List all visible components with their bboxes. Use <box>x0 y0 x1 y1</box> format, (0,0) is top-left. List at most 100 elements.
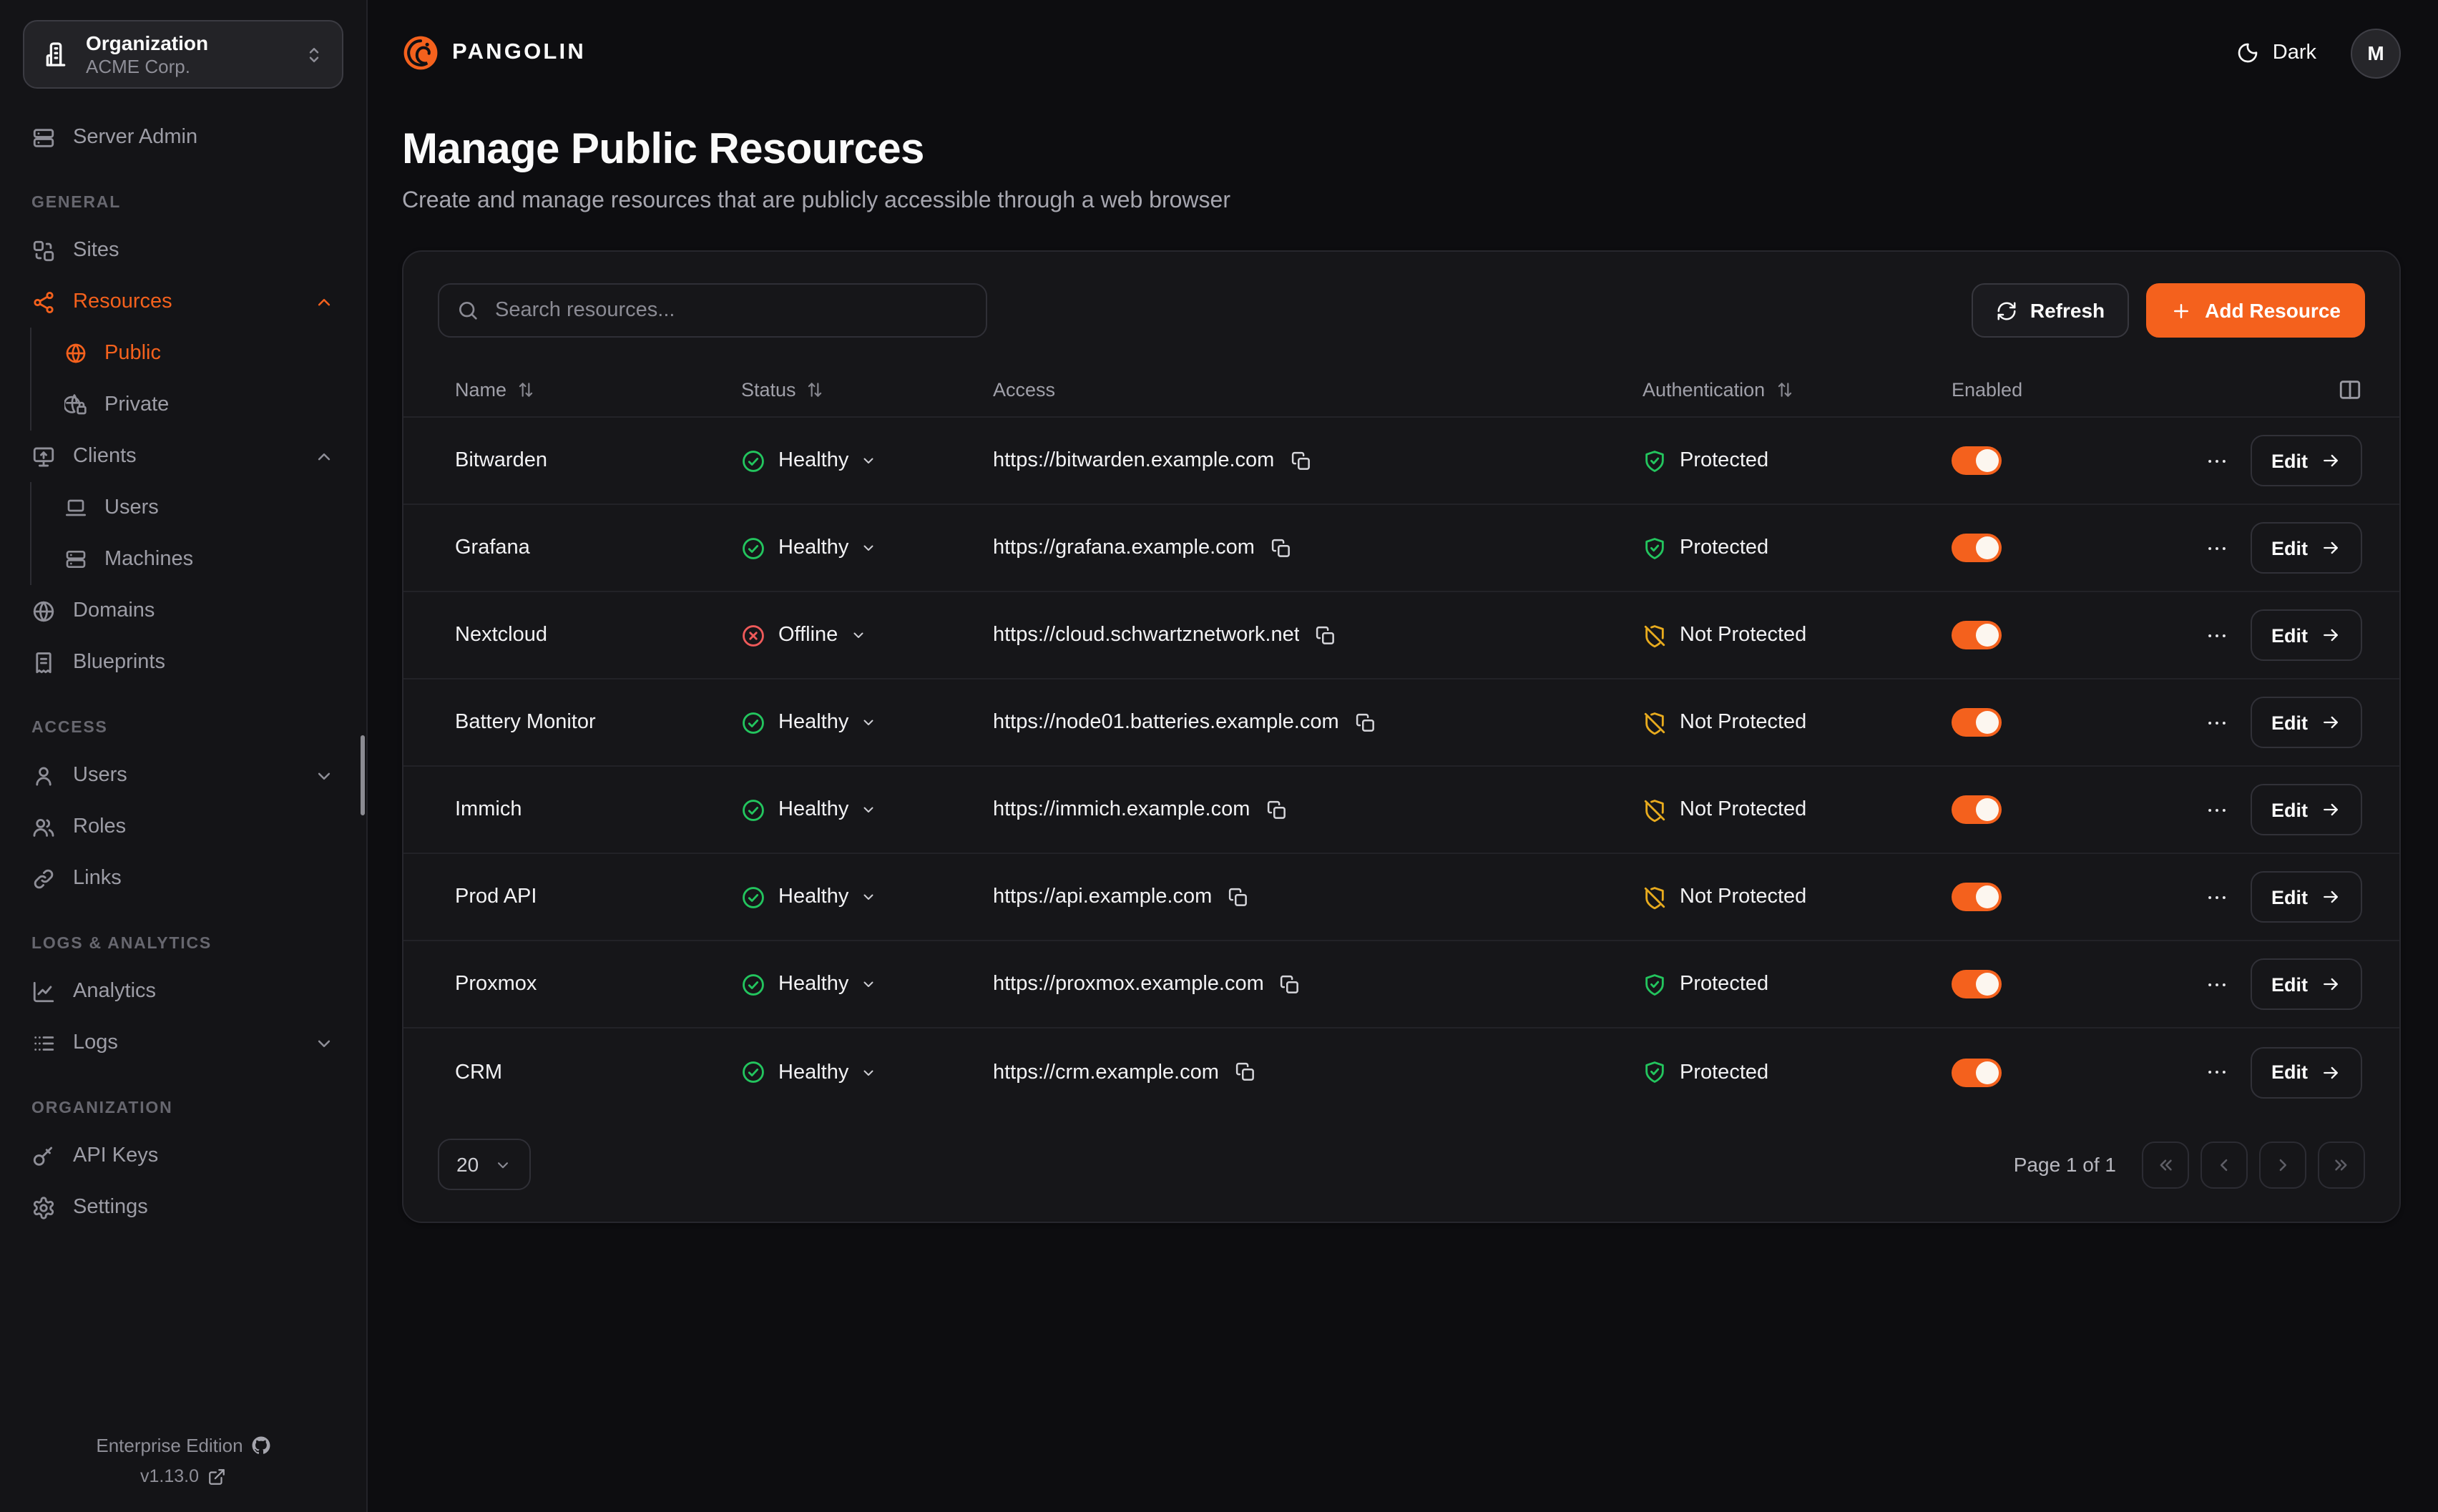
search-input[interactable] <box>492 298 969 323</box>
last-page-button[interactable] <box>2318 1141 2365 1188</box>
sidebar-scrollbar-thumb[interactable] <box>361 735 365 815</box>
sidebar-item-server-admin[interactable]: Server Admin <box>23 112 343 163</box>
status-dropdown[interactable]: Healthy <box>741 797 877 822</box>
chevron-down-icon <box>863 720 873 725</box>
edit-button[interactable]: Edit <box>2250 697 2362 748</box>
sidebar-item-links[interactable]: Links <box>23 853 343 904</box>
sidebar-item-clients[interactable]: Clients <box>23 431 343 482</box>
copy-url-button[interactable] <box>1355 712 1376 733</box>
sidebar-item-label: API Keys <box>73 1144 159 1167</box>
sidebar-item-logs[interactable]: Logs <box>23 1017 343 1069</box>
sidebar-item-roles[interactable]: Roles <box>23 801 343 853</box>
status-dropdown[interactable]: Healthy <box>741 536 877 560</box>
sidebar-item-sites[interactable]: Sites <box>23 225 343 276</box>
edit-button[interactable]: Edit <box>2250 958 2362 1010</box>
avatar[interactable]: M <box>2351 28 2401 78</box>
column-header-access: Access <box>993 379 1056 401</box>
enabled-toggle[interactable] <box>1952 534 2002 562</box>
resource-url: https://node01.batteries.example.com <box>993 711 1339 734</box>
page-info: Page 1 of 1 <box>2013 1153 2116 1176</box>
resource-url: https://crm.example.com <box>993 1061 1219 1084</box>
copy-url-button[interactable] <box>1265 799 1287 820</box>
theme-toggle-button[interactable]: Dark <box>2228 40 2325 66</box>
sidebar-item-api-keys[interactable]: API Keys <box>23 1130 343 1182</box>
enabled-toggle[interactable] <box>1952 970 2002 998</box>
enabled-toggle[interactable] <box>1952 621 2002 649</box>
chevron-up-icon <box>318 298 331 305</box>
edit-button[interactable]: Edit <box>2250 871 2362 923</box>
resource-url: https://immich.example.com <box>993 798 1250 821</box>
copy-url-button[interactable] <box>1316 624 1337 646</box>
chevrons-right-icon <box>2335 1159 2347 1170</box>
sidebar-item-resources-public[interactable]: Public <box>56 328 343 379</box>
enabled-toggle[interactable] <box>1952 883 2002 911</box>
edit-button[interactable]: Edit <box>2250 1046 2362 1098</box>
copy-url-button[interactable] <box>1235 1061 1256 1083</box>
copy-icon <box>1235 1062 1254 1081</box>
sidebar-item-analytics[interactable]: Analytics <box>23 966 343 1017</box>
edit-button[interactable]: Edit <box>2250 435 2362 486</box>
row-menu-button[interactable] <box>2204 885 2228 909</box>
next-page-button[interactable] <box>2259 1141 2306 1188</box>
sidebar-item-label: Public <box>104 342 161 365</box>
copy-url-button[interactable] <box>1280 973 1301 995</box>
status-dropdown[interactable]: Healthy <box>741 710 877 735</box>
row-menu-button[interactable] <box>2204 972 2228 996</box>
users-icon <box>33 818 54 836</box>
arrow-right-icon <box>2324 1066 2338 1079</box>
version-link[interactable]: v1.13.0 <box>23 1466 343 1486</box>
sidebar-item-users[interactable]: Users <box>23 750 343 801</box>
enabled-toggle[interactable] <box>1952 1058 2002 1086</box>
resource-url: https://cloud.schwartznetwork.net <box>993 624 1300 647</box>
enabled-toggle[interactable] <box>1952 708 2002 737</box>
copy-url-button[interactable] <box>1271 537 1292 559</box>
row-menu-button[interactable] <box>2204 1060 2228 1084</box>
column-visibility-button[interactable] <box>2338 378 2362 402</box>
resource-name: CRM <box>455 1061 503 1084</box>
row-menu-button[interactable] <box>2204 623 2228 647</box>
status-dropdown[interactable]: Healthy <box>741 1060 877 1084</box>
sidebar-item-settings[interactable]: Settings <box>23 1182 343 1233</box>
row-menu-button[interactable] <box>2204 536 2228 560</box>
sidebar-item-clients-users[interactable]: Users <box>56 482 343 534</box>
add-resource-button[interactable]: Add Resource <box>2146 283 2365 338</box>
logs-icon <box>34 1036 54 1050</box>
arrow-right-icon <box>2324 978 2338 991</box>
org-selector[interactable]: Organization ACME Corp. <box>23 20 343 89</box>
status-dropdown[interactable]: Healthy <box>741 448 877 473</box>
column-header-authentication[interactable]: Authentication <box>1625 379 1934 401</box>
auth-status: Protected <box>1625 1060 1934 1084</box>
chevrons-left-icon <box>2160 1159 2172 1170</box>
copy-url-button[interactable] <box>1228 886 1249 908</box>
page-size-select[interactable]: 20 <box>438 1139 531 1190</box>
org-selector-label: Organization <box>86 31 209 54</box>
row-menu-button[interactable] <box>2204 797 2228 822</box>
status-label: Healthy <box>778 536 849 559</box>
column-header-name[interactable]: Name <box>438 379 724 401</box>
sidebar-item-clients-machines[interactable]: Machines <box>56 534 343 585</box>
row-menu-button[interactable] <box>2204 448 2228 473</box>
org-selector-value: ACME Corp. <box>86 55 190 77</box>
sidebar-item-blueprints[interactable]: Blueprints <box>23 637 343 688</box>
refresh-button[interactable]: Refresh <box>1971 283 2130 338</box>
edit-button[interactable]: Edit <box>2250 609 2362 661</box>
sidebar-item-domains[interactable]: Domains <box>23 585 343 637</box>
sidebar-item-resources[interactable]: Resources <box>23 276 343 328</box>
edit-button[interactable]: Edit <box>2250 522 2362 574</box>
status-dropdown[interactable]: Healthy <box>741 885 877 909</box>
status-dropdown[interactable]: Offline <box>741 623 866 647</box>
edition-link[interactable]: Enterprise Edition <box>23 1435 343 1456</box>
prev-page-button[interactable] <box>2200 1141 2248 1188</box>
column-header-status[interactable]: Status <box>724 379 976 401</box>
first-page-button[interactable] <box>2142 1141 2189 1188</box>
copy-url-button[interactable] <box>1290 450 1311 471</box>
row-menu-button[interactable] <box>2204 710 2228 735</box>
sidebar-item-resources-private[interactable]: Private <box>56 379 343 431</box>
arrow-right-icon <box>2324 890 2338 903</box>
status-dropdown[interactable]: Healthy <box>741 972 877 996</box>
enabled-toggle[interactable] <box>1952 446 2002 475</box>
sidebar-item-label: Server Admin <box>73 126 198 149</box>
edit-button[interactable]: Edit <box>2250 784 2362 835</box>
enabled-toggle[interactable] <box>1952 795 2002 824</box>
